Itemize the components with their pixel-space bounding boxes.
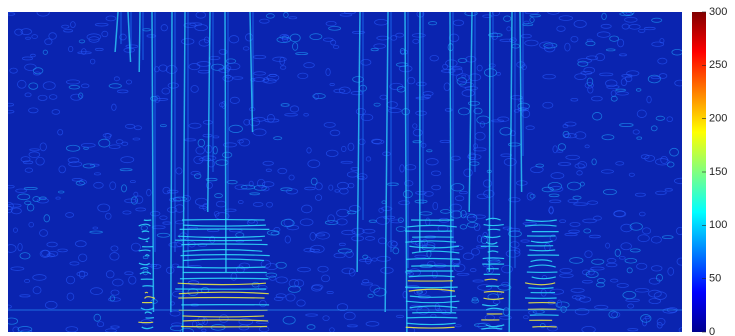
colorbar-tick-label: 0 — [709, 326, 715, 336]
colorbar-tick-label: 250 — [709, 59, 727, 71]
colorbar-tick-label: 300 — [709, 6, 727, 18]
texture — [225, 12, 226, 272]
texture — [139, 12, 140, 72]
texture — [407, 317, 458, 318]
colorbar-tick-label: 200 — [709, 113, 727, 125]
colorbar-tick-label: 150 — [709, 166, 727, 178]
colorbar-tick-label: 100 — [709, 219, 727, 231]
texture — [178, 298, 264, 299]
texture — [181, 244, 267, 245]
texture — [142, 286, 153, 287]
plot-area — [8, 12, 682, 332]
texture — [489, 12, 490, 272]
chart: 0 50 100 150 200 250 300 — [0, 0, 735, 336]
colorbar-tick-label: 50 — [709, 273, 721, 285]
